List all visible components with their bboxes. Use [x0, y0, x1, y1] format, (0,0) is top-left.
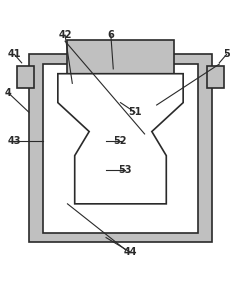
Text: 4: 4	[5, 88, 12, 98]
Polygon shape	[58, 74, 183, 204]
Text: 41: 41	[8, 49, 21, 59]
Text: 51: 51	[128, 107, 142, 117]
Text: 6: 6	[107, 30, 114, 40]
Text: 43: 43	[8, 136, 21, 146]
Text: 5: 5	[223, 49, 230, 59]
Bar	[67, 40, 174, 74]
Bar	[17, 67, 34, 88]
Text: 42: 42	[58, 30, 72, 40]
Bar	[207, 67, 224, 88]
Text: 53: 53	[119, 165, 132, 175]
Text: 52: 52	[114, 136, 127, 146]
Bar	[43, 64, 198, 233]
Text: 44: 44	[123, 247, 137, 257]
Bar	[29, 54, 212, 242]
